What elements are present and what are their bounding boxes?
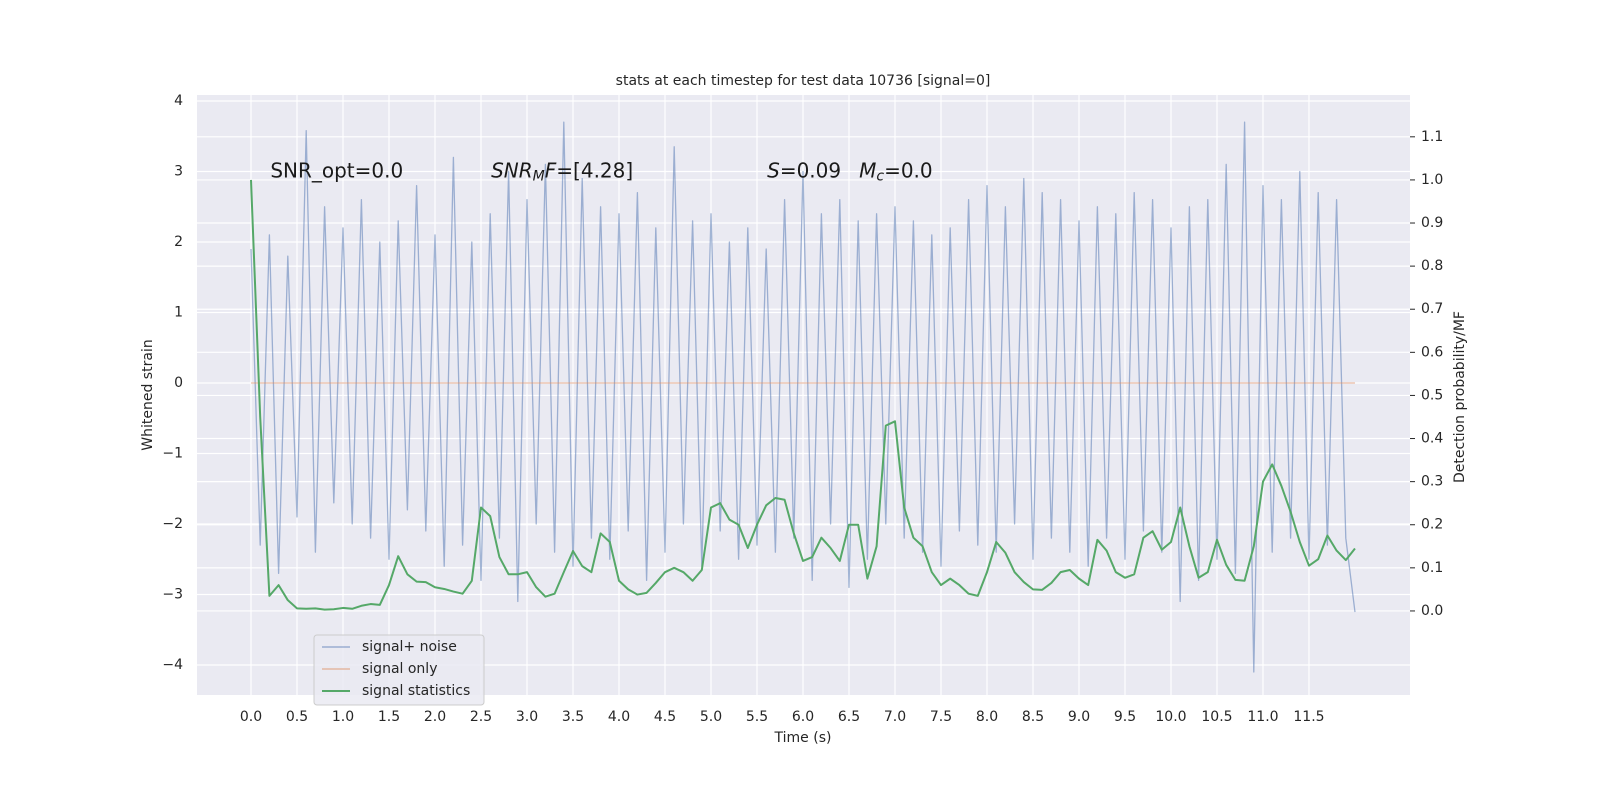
- y2-tick-label: 0.0: [1421, 603, 1443, 619]
- y2-tick-label: 0.7: [1421, 301, 1443, 317]
- y2-axis-label: Detection probability/MF: [1452, 311, 1468, 483]
- x-tick-label: 4.0: [608, 709, 630, 725]
- x-tick-label: 6.5: [838, 709, 860, 725]
- annotation-part: =0.09: [780, 158, 841, 182]
- x-tick-label: 7.5: [930, 709, 952, 725]
- annotation-part: S: [767, 158, 780, 182]
- x-tick-label: 6.0: [792, 709, 814, 725]
- legend: signal+ noise signal only signal statistic…: [313, 634, 485, 706]
- annotation-part: SNR_opt=0.0: [270, 158, 403, 182]
- annotation: SNR_opt=0.0: [270, 158, 403, 182]
- annotation: SNRMF=[4.28]: [491, 158, 633, 185]
- legend-box: [313, 634, 485, 706]
- y2-tick-label: 1.0: [1421, 172, 1443, 188]
- y-tick-label: −4: [162, 657, 183, 673]
- series-line: [250, 121, 1356, 673]
- annotation: Mc=0.0: [859, 158, 933, 185]
- x-tick-label: 8.0: [976, 709, 998, 725]
- x-tick-label: 0.0: [240, 709, 262, 725]
- x-tick-label: 3.5: [562, 709, 584, 725]
- y2-tick-label: 0.1: [1421, 560, 1443, 576]
- x-tick-label: 11.5: [1293, 709, 1324, 725]
- x-tick-label: 10.0: [1155, 709, 1186, 725]
- x-tick-label: 2.5: [470, 709, 492, 725]
- x-tick-label: 11.0: [1247, 709, 1278, 725]
- x-tick-label: 5.0: [700, 709, 722, 725]
- annotation-part: M: [859, 158, 876, 182]
- y2-tick-label: 0.2: [1421, 517, 1443, 533]
- annotation-part: M: [533, 168, 545, 184]
- x-tick-label: 1.0: [332, 709, 354, 725]
- x-tick-label: 9.0: [1068, 709, 1090, 725]
- y-tick-label: 4: [174, 93, 183, 109]
- legend-label: signal+ noise: [362, 639, 457, 655]
- y-tick-label: 3: [174, 163, 183, 179]
- x-tick-label: 9.5: [1114, 709, 1136, 725]
- annotation-part: F: [545, 158, 557, 182]
- x-tick-label: 8.5: [1022, 709, 1044, 725]
- series-line: [250, 179, 1356, 611]
- x-tick-label: 5.5: [746, 709, 768, 725]
- y-tick-label: 2: [174, 234, 183, 250]
- y2-tick-label: 0.6: [1421, 344, 1443, 360]
- y-axis-label: Whitened strain: [140, 339, 156, 450]
- annotation-part: =0.0: [884, 158, 933, 182]
- y2-tick-label: 0.3: [1421, 474, 1443, 490]
- annotation-part: SNR: [491, 158, 533, 182]
- annotation: S=0.09: [767, 158, 841, 182]
- annotation-part: c: [876, 168, 884, 184]
- y2-tick-label: 0.8: [1421, 258, 1443, 274]
- x-tick-label: 10.5: [1201, 709, 1232, 725]
- y2-tick-label: 0.5: [1421, 387, 1443, 403]
- y2-tick-label: 0.9: [1421, 215, 1443, 231]
- annotation-part: =[4.28]: [556, 158, 633, 182]
- y-tick-label: 0: [174, 375, 183, 391]
- y-tick-label: −3: [162, 586, 183, 602]
- x-tick-label: 4.5: [654, 709, 676, 725]
- y-tick-label: −2: [162, 516, 183, 532]
- legend-label: signal statistics: [362, 683, 470, 699]
- x-tick-label: 0.5: [286, 709, 308, 725]
- chart-title: stats at each timestep for test data 107…: [616, 73, 991, 89]
- x-tick-label: 1.5: [378, 709, 400, 725]
- x-tick-label: 3.0: [516, 709, 538, 725]
- grid: [197, 95, 1410, 695]
- x-tick-label: 7.0: [884, 709, 906, 725]
- y2-tick-label: 1.1: [1421, 129, 1443, 145]
- legend-label: signal only: [362, 661, 437, 677]
- y-tick-label: −1: [162, 445, 183, 461]
- y2-tick-label: 0.4: [1421, 431, 1443, 447]
- y-tick-label: 1: [174, 304, 183, 320]
- x-tick-label: 2.0: [424, 709, 446, 725]
- x-axis-label: Time (s): [774, 730, 832, 746]
